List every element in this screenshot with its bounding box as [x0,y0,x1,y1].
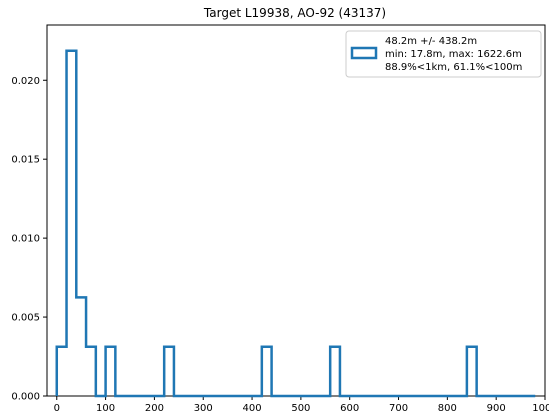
x-tick-label: 900 [487,403,506,414]
histogram-bin [262,347,272,396]
histogram-bin [86,347,96,396]
x-tick-label: 400 [243,403,262,414]
histogram-bin [106,347,116,396]
x-tick-label: 0 [54,403,60,414]
plot-frame [46,24,546,397]
histogram-bars [57,51,477,396]
x-tick-label: 1000 [532,403,549,414]
x-tick-label: 700 [389,403,408,414]
y-tick-label: 0.010 [11,234,40,245]
y-tick-label: 0.000 [11,392,40,403]
legend-line-2: min: 17.8m, max: 1622.6m [385,49,522,60]
x-tick-label: 200 [145,403,164,414]
legend-box [345,30,542,78]
histogram-bin [330,347,340,396]
histogram-bin [467,347,477,396]
y-tick-label: 0.020 [11,76,40,87]
legend-swatch [350,46,378,60]
y-tick-label: 0.005 [11,313,40,324]
chart-title: Target L19938, AO-92 (43137) [203,6,386,20]
legend: 48.2m +/- 438.2m min: 17.8m, max: 1622.6… [345,30,542,78]
legend-line-3: 88.9%<1km, 61.1%<100m [385,62,522,73]
x-tick-label: 500 [291,403,310,414]
legend-line-1: 48.2m +/- 438.2m [385,36,477,47]
x-tick-label: 100 [96,403,115,414]
histogram-bin [164,347,174,396]
histogram-bin [57,347,67,396]
x-tick-label: 800 [438,403,457,414]
histogram-bin [76,297,86,396]
histogram-step-line [55,49,536,398]
y-tick-label: 0.015 [11,155,40,166]
x-tick-label: 300 [194,403,213,414]
histogram-bin [67,51,77,396]
x-axis: 0 100 200 300 400 500 600 700 800 900 1000 [54,396,549,414]
y-axis: 0.000 0.005 0.010 0.015 0.020 [11,76,47,403]
x-tick-label: 600 [340,403,359,414]
